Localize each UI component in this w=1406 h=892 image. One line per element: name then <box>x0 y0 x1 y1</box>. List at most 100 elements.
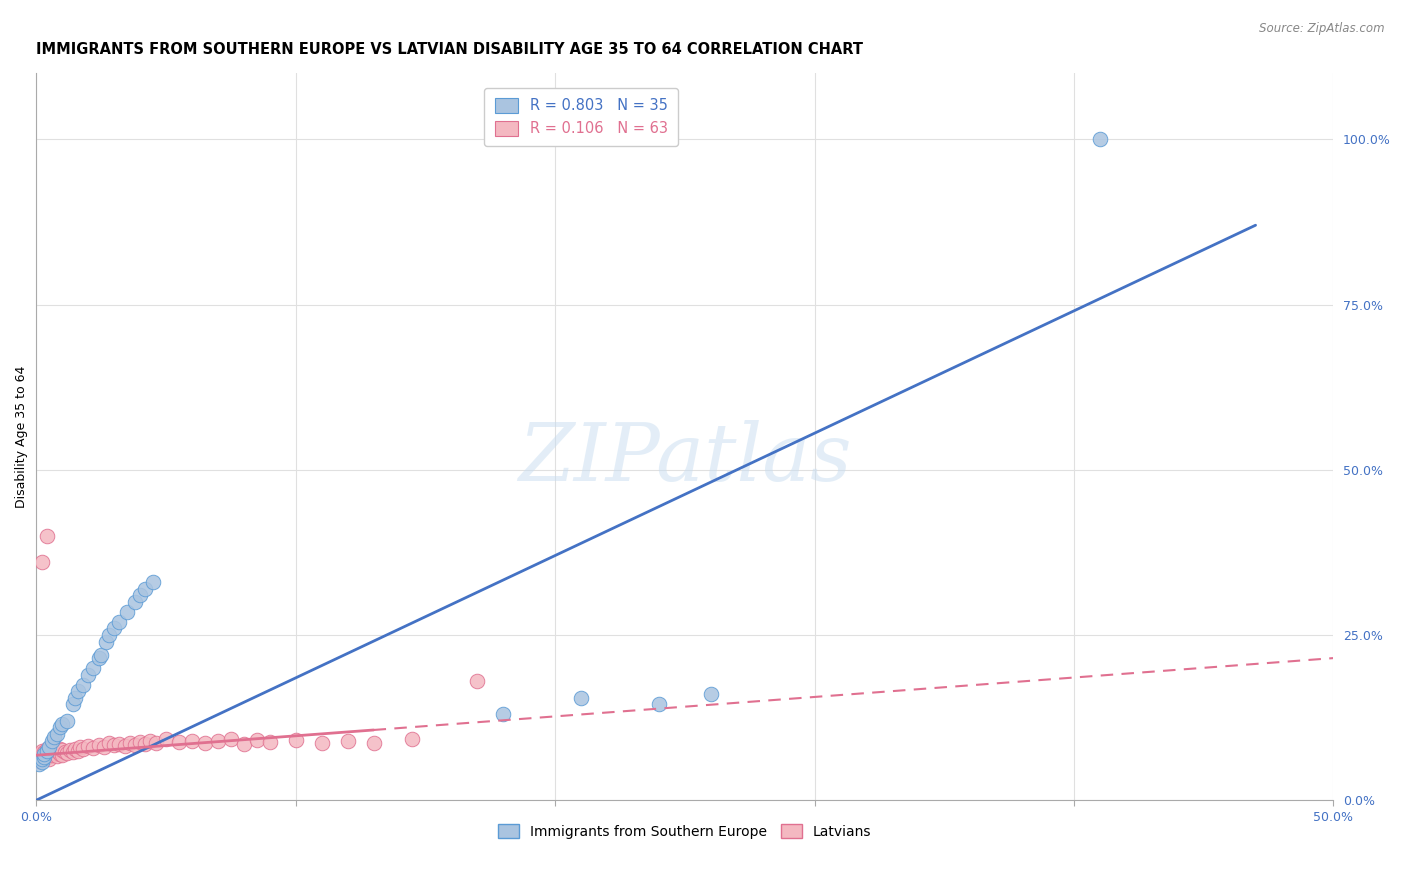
Point <box>51 748 73 763</box>
Point <box>56 714 79 728</box>
Point <box>492 707 515 722</box>
Point <box>98 736 121 750</box>
Point <box>28 747 51 761</box>
Point <box>46 748 69 763</box>
Point <box>93 739 115 754</box>
Point <box>31 555 53 569</box>
Point <box>32 752 55 766</box>
Point <box>44 731 66 745</box>
Point <box>124 738 146 752</box>
Point <box>28 756 51 771</box>
Point <box>35 741 58 756</box>
Point <box>139 733 162 747</box>
Point <box>259 735 281 749</box>
Point <box>114 739 136 753</box>
Point <box>87 738 110 752</box>
Point <box>56 746 79 760</box>
Text: IMMIGRANTS FROM SOUTHERN EUROPE VS LATVIAN DISABILITY AGE 35 TO 64 CORRELATION C: IMMIGRANTS FROM SOUTHERN EUROPE VS LATVI… <box>37 42 863 57</box>
Point <box>31 752 53 766</box>
Point <box>46 727 69 741</box>
Point <box>246 733 269 747</box>
Point <box>232 737 254 751</box>
Point <box>72 677 94 691</box>
Point <box>77 739 100 753</box>
Point <box>32 748 55 763</box>
Y-axis label: Disability Age 35 to 64: Disability Age 35 to 64 <box>15 366 28 508</box>
Point <box>51 743 73 757</box>
Point <box>336 733 359 747</box>
Point <box>32 747 55 761</box>
Point <box>118 736 141 750</box>
Point <box>82 661 104 675</box>
Text: Source: ZipAtlas.com: Source: ZipAtlas.com <box>1260 22 1385 36</box>
Point <box>98 628 121 642</box>
Point <box>129 735 152 749</box>
Point <box>35 746 58 760</box>
Point <box>401 732 423 747</box>
Point <box>35 750 58 764</box>
Point <box>108 615 131 629</box>
Point <box>142 575 165 590</box>
Point <box>72 742 94 756</box>
Point <box>129 588 152 602</box>
Point <box>32 750 55 764</box>
Point <box>66 744 89 758</box>
Point <box>69 740 91 755</box>
Point <box>38 740 60 755</box>
Point <box>31 751 53 765</box>
Point <box>31 748 53 763</box>
Point <box>41 748 63 763</box>
Point <box>32 745 55 759</box>
Point <box>62 745 84 759</box>
Point <box>90 648 112 662</box>
Point <box>115 605 138 619</box>
Point <box>31 755 53 769</box>
Point <box>48 747 70 761</box>
Point <box>207 734 229 748</box>
Point <box>103 739 125 753</box>
Point <box>284 733 307 747</box>
Point <box>145 736 167 750</box>
Point <box>167 735 190 749</box>
Point <box>48 721 70 735</box>
Point <box>569 690 592 705</box>
Point <box>28 754 51 768</box>
Point <box>96 634 118 648</box>
Point <box>53 745 76 759</box>
Point <box>465 674 488 689</box>
Point <box>87 651 110 665</box>
Point <box>82 741 104 756</box>
Point <box>134 737 156 751</box>
Point <box>194 736 217 750</box>
Point <box>311 736 333 750</box>
Point <box>35 529 58 543</box>
Point <box>41 733 63 747</box>
Point <box>363 736 385 750</box>
Point <box>38 751 60 765</box>
Text: ZIPatlas: ZIPatlas <box>519 420 852 497</box>
Point <box>59 743 82 757</box>
Point <box>28 750 51 764</box>
Point <box>48 742 70 756</box>
Point <box>108 737 131 751</box>
Point <box>65 741 87 756</box>
Point <box>38 747 60 761</box>
Point <box>41 744 63 758</box>
Point <box>1088 132 1111 146</box>
Point <box>65 690 87 705</box>
Point <box>46 744 69 758</box>
Point <box>44 746 66 760</box>
Point <box>155 732 177 747</box>
Point <box>77 667 100 681</box>
Point <box>700 688 723 702</box>
Point <box>35 744 58 758</box>
Point <box>66 684 89 698</box>
Point <box>31 744 53 758</box>
Point <box>134 582 156 596</box>
Legend: Immigrants from Southern Europe, Latvians: Immigrants from Southern Europe, Latvian… <box>492 819 877 844</box>
Point <box>124 595 146 609</box>
Point <box>44 741 66 756</box>
Point <box>181 733 204 747</box>
Point <box>648 698 671 712</box>
Point <box>62 698 84 712</box>
